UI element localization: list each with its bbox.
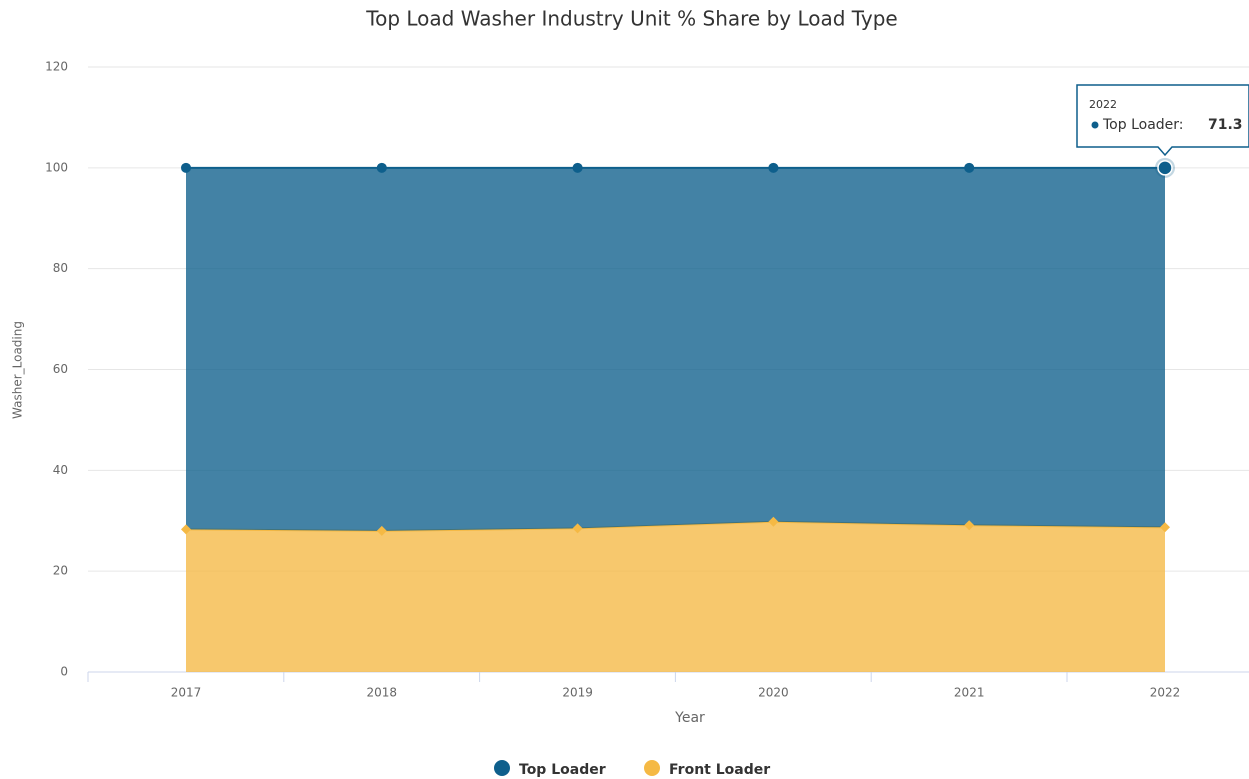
legend-label: Front Loader	[669, 762, 770, 778]
x-tick-label: 2020	[758, 686, 789, 700]
y-tick-label: 60	[53, 362, 68, 376]
y-tick-label: 0	[60, 665, 68, 679]
tooltip: 2022 Top Loader: 71.3	[1076, 84, 1249, 157]
legend-swatch	[494, 760, 510, 776]
marker	[1160, 522, 1170, 533]
y-tick-label: 80	[53, 261, 68, 275]
marker	[572, 162, 583, 173]
y-tick-label: 20	[53, 564, 68, 578]
x-tick-label: 2022	[1150, 686, 1181, 700]
marker	[768, 516, 779, 527]
marker	[964, 162, 975, 173]
y-tick-label: 120	[45, 60, 68, 74]
x-tick-label: 2019	[562, 686, 593, 700]
x-axis-title: Year	[674, 710, 705, 726]
legend-label: Top Loader	[519, 762, 606, 778]
hover-marker	[1157, 160, 1173, 176]
legend-swatch	[644, 760, 660, 776]
tooltip-title: 2022	[1089, 98, 1117, 111]
x-tick-label: 2021	[954, 686, 985, 700]
marker	[181, 524, 191, 535]
marker	[181, 162, 191, 173]
area	[186, 167, 1165, 531]
marker	[768, 162, 779, 173]
x-tick-label: 2018	[367, 686, 398, 700]
x-tick-label: 2017	[171, 686, 202, 700]
tooltip-label: Top Loader:	[1102, 117, 1184, 133]
area	[186, 521, 1165, 672]
tooltip-dot	[1091, 121, 1099, 129]
marker	[964, 520, 975, 531]
y-tick-label: 40	[53, 463, 68, 477]
marker	[572, 523, 583, 534]
y-axis-title: Washer_Loading	[11, 321, 25, 419]
tooltip-value: 71.3	[1208, 117, 1243, 133]
marker	[376, 525, 387, 536]
y-tick-label: 100	[45, 160, 68, 174]
tooltip-box	[1076, 84, 1249, 157]
chart-title: Top Load Washer Industry Unit % Share by…	[365, 7, 897, 31]
marker	[376, 162, 387, 173]
